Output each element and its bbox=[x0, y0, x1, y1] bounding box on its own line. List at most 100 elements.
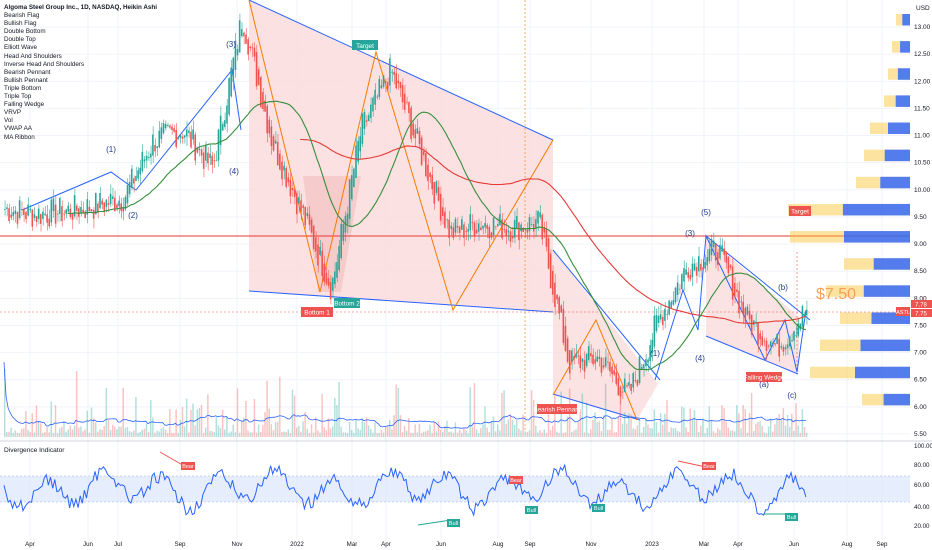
legend-item[interactable]: MA Ribbon bbox=[4, 133, 35, 141]
candle bbox=[103, 202, 106, 212]
candle bbox=[262, 91, 264, 110]
legend-item[interactable]: VRVP bbox=[4, 109, 22, 117]
volume-bar bbox=[645, 419, 647, 437]
volume-bar bbox=[39, 423, 42, 437]
volume-bar bbox=[185, 398, 188, 437]
volume-bar bbox=[236, 388, 239, 437]
volume-bar bbox=[350, 430, 353, 437]
volume-bar bbox=[6, 432, 8, 437]
legend-item[interactable]: Bullish Pennant bbox=[4, 76, 48, 84]
volume-bar bbox=[224, 429, 226, 437]
candle bbox=[101, 200, 103, 205]
legend-item[interactable]: Triple Top bbox=[4, 93, 32, 101]
volume-bar bbox=[319, 432, 321, 437]
volume-bar bbox=[467, 432, 469, 437]
candle bbox=[463, 224, 465, 238]
volume-bar bbox=[556, 431, 558, 437]
legend-item[interactable]: VWAP AA bbox=[4, 125, 32, 133]
candle bbox=[399, 82, 402, 89]
candle bbox=[535, 219, 537, 228]
volume-bar bbox=[706, 427, 708, 437]
candle bbox=[221, 123, 224, 131]
volume-bar bbox=[748, 412, 751, 437]
candle bbox=[769, 341, 772, 347]
volume-bar bbox=[562, 432, 565, 437]
legend-item[interactable]: Double Bottom bbox=[4, 28, 46, 36]
legend-item[interactable]: Triple Bottom bbox=[4, 84, 42, 92]
volume-bar bbox=[97, 431, 99, 437]
pennant-upper-line bbox=[552, 249, 661, 381]
candle bbox=[547, 238, 550, 269]
volume-bar bbox=[88, 432, 91, 437]
volume-bar bbox=[183, 426, 186, 437]
volume-bar bbox=[355, 418, 357, 437]
candle bbox=[99, 192, 101, 209]
candle bbox=[585, 354, 588, 366]
price-tick: 12.50 bbox=[914, 51, 931, 58]
volume-bar bbox=[450, 431, 452, 437]
volume-bar bbox=[141, 429, 144, 437]
volume-bar bbox=[69, 425, 72, 437]
volume-bar bbox=[336, 404, 338, 437]
volume-bar bbox=[433, 422, 435, 437]
candle bbox=[467, 229, 469, 232]
candle bbox=[287, 177, 290, 183]
volume-bar bbox=[118, 426, 120, 437]
divergence-title: Divergence Indicator bbox=[4, 447, 65, 454]
volume-bar bbox=[37, 420, 40, 437]
candle bbox=[88, 206, 91, 212]
candle bbox=[793, 331, 795, 341]
candle bbox=[456, 225, 459, 228]
volume-bar bbox=[50, 401, 53, 437]
volume-bar bbox=[516, 420, 518, 437]
candle bbox=[42, 211, 44, 219]
volume-bar bbox=[412, 432, 414, 437]
volume-bar bbox=[219, 427, 222, 437]
volume-bar bbox=[14, 430, 17, 437]
falling-wedge-label-box bbox=[746, 372, 782, 382]
target-label-2: Target bbox=[791, 209, 809, 216]
volume-bar bbox=[247, 430, 249, 437]
volume-bar bbox=[526, 432, 529, 437]
price-tick: 13.00 bbox=[914, 24, 931, 31]
volume-bar bbox=[511, 419, 514, 437]
candle bbox=[137, 170, 139, 179]
candle bbox=[704, 262, 706, 269]
candle bbox=[114, 197, 116, 212]
volume-bar bbox=[133, 430, 135, 437]
volume-bar bbox=[797, 425, 799, 437]
candle bbox=[145, 155, 148, 161]
volume-bar bbox=[276, 421, 279, 437]
volume-bar bbox=[774, 424, 776, 437]
candle bbox=[245, 34, 247, 44]
volume-bar bbox=[372, 432, 374, 437]
volume-bar bbox=[717, 428, 719, 437]
candle bbox=[558, 297, 560, 314]
legend-item[interactable]: Inverse Head And Shoulders bbox=[4, 60, 85, 68]
volume-bar bbox=[448, 431, 450, 437]
volume-bar bbox=[528, 430, 531, 437]
candle bbox=[67, 205, 70, 212]
volume-bar bbox=[507, 419, 510, 437]
legend-item[interactable]: Elliott Wave bbox=[4, 44, 38, 52]
legend-item[interactable]: Bearish Pennant bbox=[4, 68, 51, 76]
osc-tick: 40.00 bbox=[914, 504, 930, 511]
volume-bar bbox=[272, 430, 275, 437]
legend-item[interactable]: Head And Shoulders bbox=[4, 52, 62, 60]
candle bbox=[329, 281, 332, 300]
volume-bar bbox=[697, 432, 700, 437]
legend-item[interactable]: Bearish Flag bbox=[4, 12, 40, 20]
volume-bar bbox=[274, 421, 277, 437]
legend-item[interactable]: Falling Wedge bbox=[4, 101, 45, 109]
volume-bar bbox=[253, 398, 256, 437]
candle bbox=[725, 251, 728, 263]
candle bbox=[573, 356, 575, 360]
candle bbox=[509, 231, 512, 242]
legend-item[interactable]: Double Top bbox=[4, 36, 36, 44]
legend-item[interactable]: Bullish Flag bbox=[4, 20, 37, 28]
volume-bar bbox=[152, 417, 154, 437]
candle bbox=[281, 161, 283, 180]
candle bbox=[14, 210, 17, 215]
legend-item[interactable]: Vol bbox=[4, 117, 13, 125]
time-tick: Aug bbox=[492, 541, 504, 548]
